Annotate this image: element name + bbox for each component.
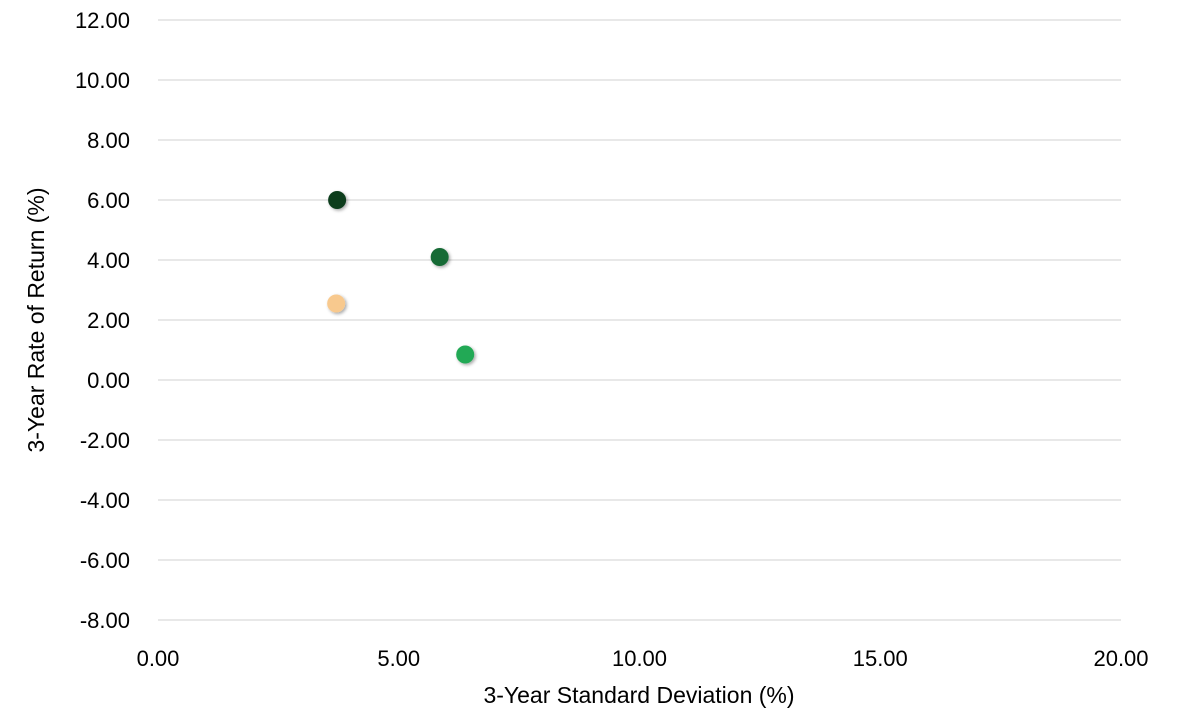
y-axis-title: 3-Year Rate of Return (%): [23, 187, 49, 452]
data-point: [327, 294, 346, 313]
y-tick-label: -8.00: [80, 608, 130, 633]
x-tick-label: 0.00: [137, 646, 180, 671]
y-tick-label: 4.00: [87, 248, 130, 273]
data-point: [456, 345, 475, 364]
y-tick-label: -6.00: [80, 548, 130, 573]
y-tick-label: 6.00: [87, 188, 130, 213]
gridlines: [158, 19, 1121, 621]
y-tick-label: 12.00: [75, 8, 130, 33]
x-tick-label: 5.00: [377, 646, 420, 671]
y-tick-label: 8.00: [87, 128, 130, 153]
x-tick-labels: 0.00 5.00 10.00 15.00 20.00: [137, 646, 1149, 671]
x-tick-label: 10.00: [612, 646, 667, 671]
y-tick-label: 0.00: [87, 368, 130, 393]
data-point: [430, 248, 449, 266]
y-tick-label: 2.00: [87, 308, 130, 333]
data-points: [327, 191, 475, 364]
y-tick-label: -2.00: [80, 428, 130, 453]
x-tick-label: 15.00: [853, 646, 908, 671]
y-tick-labels: 12.00 10.00 8.00 6.00 4.00 2.00 0.00 -2.00 -4.00…: [75, 8, 130, 633]
x-tick-label: 20.00: [1093, 646, 1148, 671]
data-point: [328, 191, 347, 209]
y-tick-label: -4.00: [80, 488, 130, 513]
y-tick-label: 10.00: [75, 68, 130, 93]
x-axis-title: 3-Year Standard Deviation (%): [483, 682, 794, 708]
